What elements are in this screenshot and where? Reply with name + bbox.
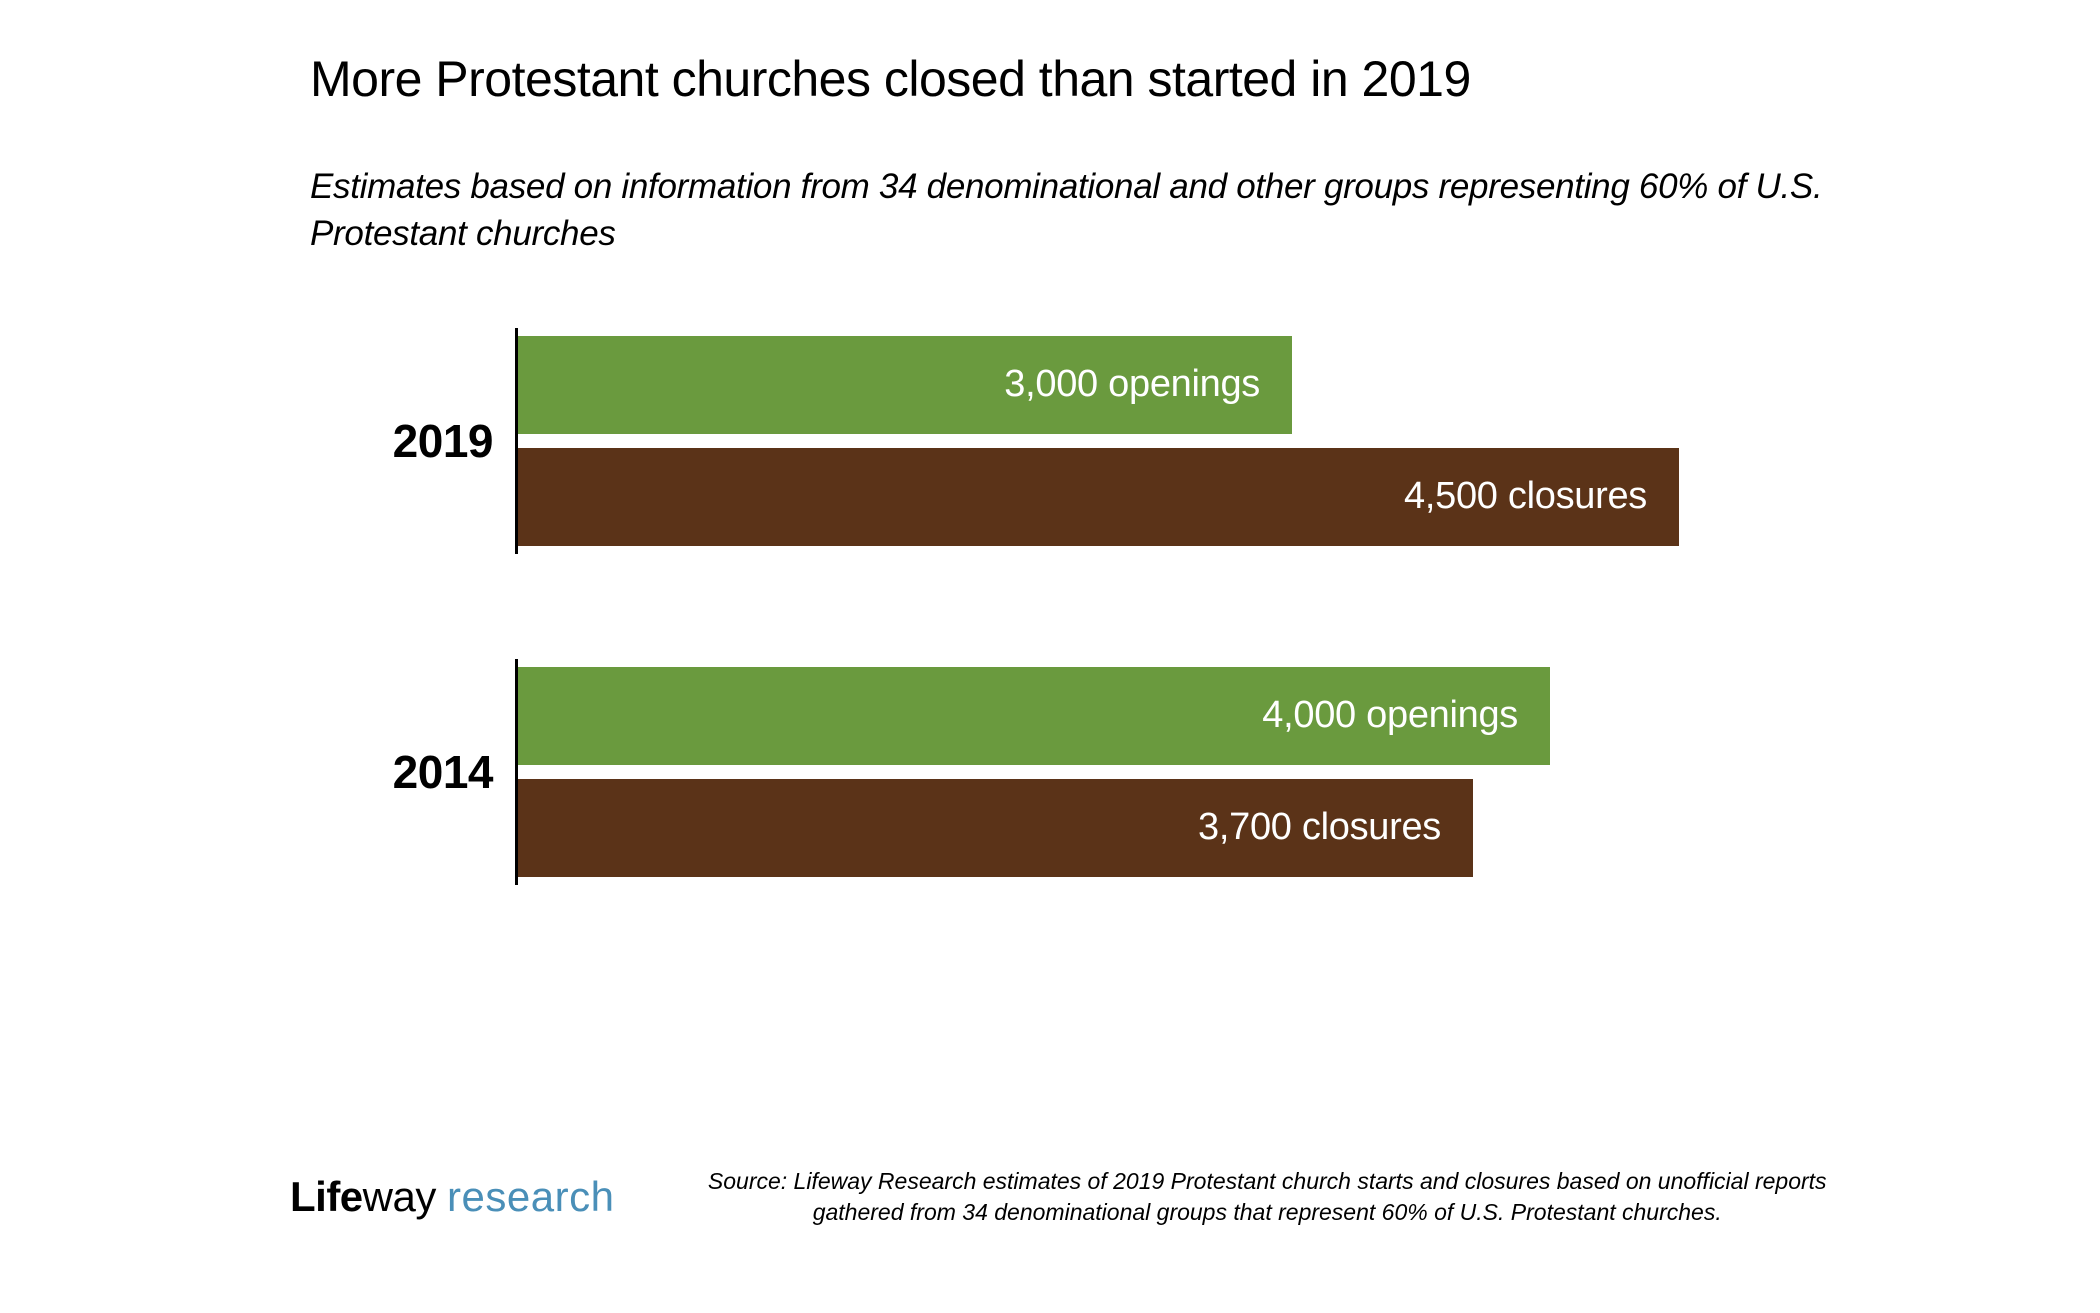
brand-part2: way xyxy=(363,1173,436,1220)
chart-title: More Protestant churches closed than sta… xyxy=(310,50,1850,108)
bar-label: 3,000 openings xyxy=(1004,363,1260,406)
brand-part3: research xyxy=(447,1173,614,1220)
year-label: 2014 xyxy=(310,745,515,799)
bar-closures: 3,700 closures xyxy=(518,779,1473,877)
bar-label: 4,000 openings xyxy=(1262,694,1518,737)
bar-label: 3,700 closures xyxy=(1198,806,1441,849)
brand-logo: Lifeway research xyxy=(290,1173,614,1221)
year-group-2019: 2019 3,000 openings 4,500 closures xyxy=(310,328,1850,554)
bar-label: 4,500 closures xyxy=(1404,475,1647,518)
source-note: Source: Lifeway Research estimates of 20… xyxy=(664,1166,1870,1228)
year-group-2014: 2014 4,000 openings 3,700 closures xyxy=(310,659,1850,885)
bar-chart: 2019 3,000 openings 4,500 closures 2014 … xyxy=(310,328,1850,885)
chart-footer: Lifeway research Source: Lifeway Researc… xyxy=(290,1166,1870,1228)
bars-wrap: 3,000 openings 4,500 closures xyxy=(515,328,1850,554)
chart-canvas: More Protestant churches closed than sta… xyxy=(310,50,1850,885)
chart-subtitle: Estimates based on information from 34 d… xyxy=(310,163,1850,258)
bar-openings: 3,000 openings xyxy=(518,336,1292,434)
bar-closures: 4,500 closures xyxy=(518,448,1679,546)
brand-part1: Life xyxy=(290,1173,363,1220)
bar-openings: 4,000 openings xyxy=(518,667,1550,765)
year-label: 2019 xyxy=(310,414,515,468)
bars-wrap: 4,000 openings 3,700 closures xyxy=(515,659,1850,885)
